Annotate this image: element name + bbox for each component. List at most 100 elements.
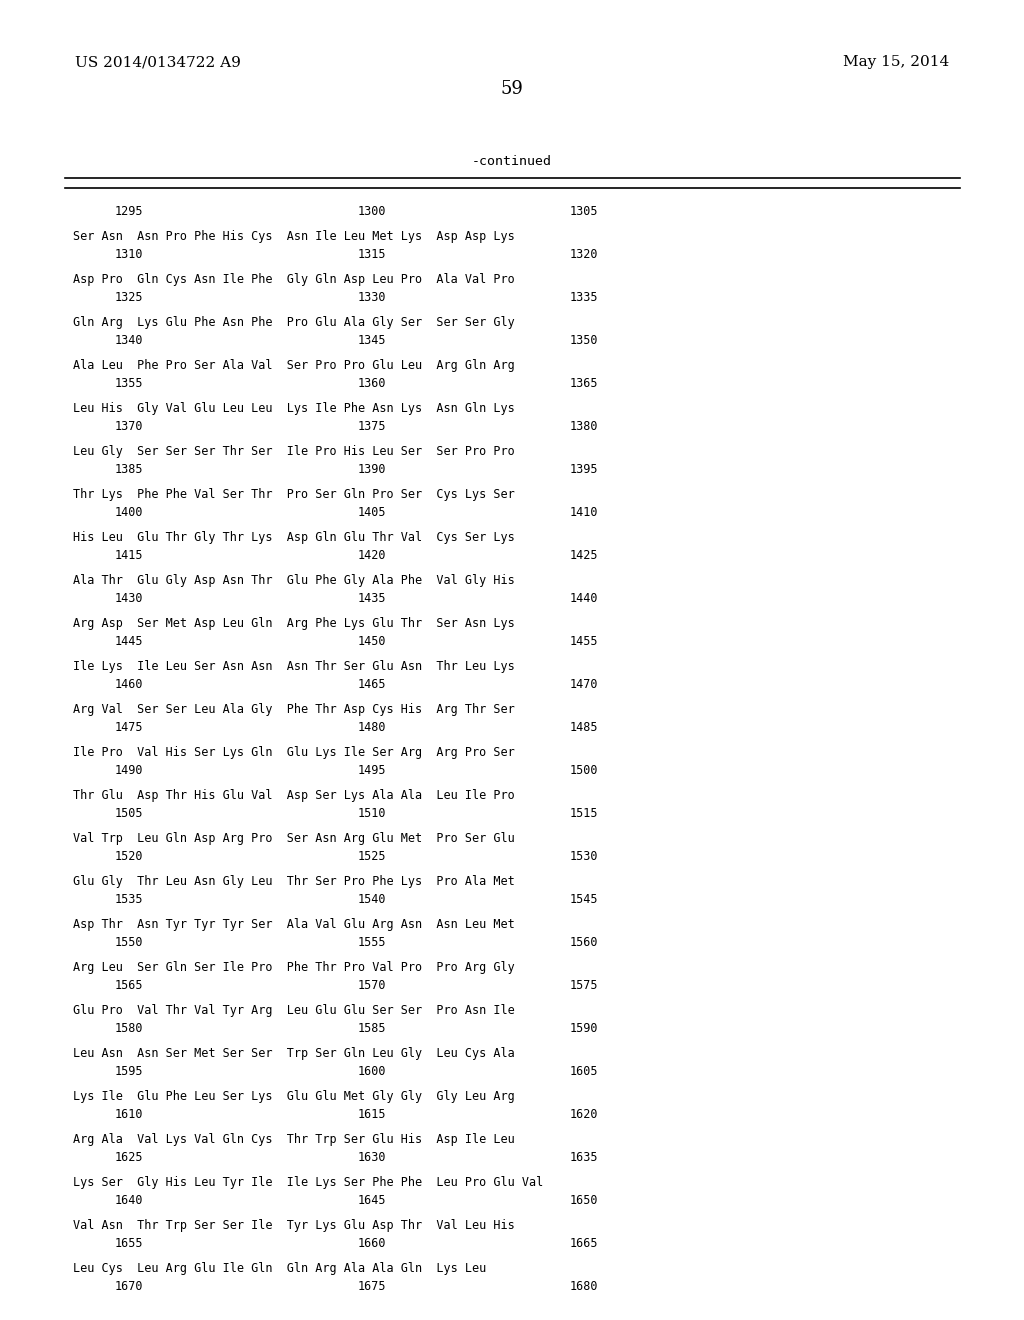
Text: 1305: 1305 [570, 205, 598, 218]
Text: 1410: 1410 [570, 506, 598, 519]
Text: 1300: 1300 [358, 205, 386, 218]
Text: 1400: 1400 [115, 506, 143, 519]
Text: 1535: 1535 [115, 894, 143, 906]
Text: 1405: 1405 [358, 506, 386, 519]
Text: 1325: 1325 [115, 290, 143, 304]
Text: 1510: 1510 [358, 807, 386, 820]
Text: 1420: 1420 [358, 549, 386, 562]
Text: 1430: 1430 [115, 591, 143, 605]
Text: 1580: 1580 [115, 1022, 143, 1035]
Text: 1555: 1555 [358, 936, 386, 949]
Text: 1560: 1560 [570, 936, 598, 949]
Text: Ser Asn  Asn Pro Phe His Cys  Asn Ile Leu Met Lys  Asp Asp Lys: Ser Asn Asn Pro Phe His Cys Asn Ile Leu … [73, 230, 515, 243]
Text: 1315: 1315 [358, 248, 386, 261]
Text: 1435: 1435 [358, 591, 386, 605]
Text: 1345: 1345 [358, 334, 386, 347]
Text: 1440: 1440 [570, 591, 598, 605]
Text: 1320: 1320 [570, 248, 598, 261]
Text: 1585: 1585 [358, 1022, 386, 1035]
Text: 59: 59 [501, 81, 523, 98]
Text: 1390: 1390 [358, 463, 386, 477]
Text: 1550: 1550 [115, 936, 143, 949]
Text: 1590: 1590 [570, 1022, 598, 1035]
Text: Ala Leu  Phe Pro Ser Ala Val  Ser Pro Pro Glu Leu  Arg Gln Arg: Ala Leu Phe Pro Ser Ala Val Ser Pro Pro … [73, 359, 515, 372]
Text: Asp Thr  Asn Tyr Tyr Tyr Ser  Ala Val Glu Arg Asn  Asn Leu Met: Asp Thr Asn Tyr Tyr Tyr Ser Ala Val Glu … [73, 917, 515, 931]
Text: 1570: 1570 [358, 979, 386, 993]
Text: Gln Arg  Lys Glu Phe Asn Phe  Pro Glu Ala Gly Ser  Ser Ser Gly: Gln Arg Lys Glu Phe Asn Phe Pro Glu Ala … [73, 315, 515, 329]
Text: Ile Pro  Val His Ser Lys Gln  Glu Lys Ile Ser Arg  Arg Pro Ser: Ile Pro Val His Ser Lys Gln Glu Lys Ile … [73, 746, 515, 759]
Text: Lys Ile  Glu Phe Leu Ser Lys  Glu Glu Met Gly Gly  Gly Leu Arg: Lys Ile Glu Phe Leu Ser Lys Glu Glu Met … [73, 1090, 515, 1104]
Text: 1495: 1495 [358, 764, 386, 777]
Text: His Leu  Glu Thr Gly Thr Lys  Asp Gln Glu Thr Val  Cys Ser Lys: His Leu Glu Thr Gly Thr Lys Asp Gln Glu … [73, 531, 515, 544]
Text: 1500: 1500 [570, 764, 598, 777]
Text: 1515: 1515 [570, 807, 598, 820]
Text: 1445: 1445 [115, 635, 143, 648]
Text: 1540: 1540 [358, 894, 386, 906]
Text: 1455: 1455 [570, 635, 598, 648]
Text: 1670: 1670 [115, 1280, 143, 1294]
Text: Val Trp  Leu Gln Asp Arg Pro  Ser Asn Arg Glu Met  Pro Ser Glu: Val Trp Leu Gln Asp Arg Pro Ser Asn Arg … [73, 832, 515, 845]
Text: 1665: 1665 [570, 1237, 598, 1250]
Text: Arg Val  Ser Ser Leu Ala Gly  Phe Thr Asp Cys His  Arg Thr Ser: Arg Val Ser Ser Leu Ala Gly Phe Thr Asp … [73, 704, 515, 715]
Text: Leu Gly  Ser Ser Ser Thr Ser  Ile Pro His Leu Ser  Ser Pro Pro: Leu Gly Ser Ser Ser Thr Ser Ile Pro His … [73, 445, 515, 458]
Text: 1385: 1385 [115, 463, 143, 477]
Text: 1605: 1605 [570, 1065, 598, 1078]
Text: Leu Asn  Asn Ser Met Ser Ser  Trp Ser Gln Leu Gly  Leu Cys Ala: Leu Asn Asn Ser Met Ser Ser Trp Ser Gln … [73, 1047, 515, 1060]
Text: 1600: 1600 [358, 1065, 386, 1078]
Text: 1610: 1610 [115, 1107, 143, 1121]
Text: 1470: 1470 [570, 678, 598, 690]
Text: 1365: 1365 [570, 378, 598, 389]
Text: 1295: 1295 [115, 205, 143, 218]
Text: 1640: 1640 [115, 1195, 143, 1206]
Text: Arg Leu  Ser Gln Ser Ile Pro  Phe Thr Pro Val Pro  Pro Arg Gly: Arg Leu Ser Gln Ser Ile Pro Phe Thr Pro … [73, 961, 515, 974]
Text: 1480: 1480 [358, 721, 386, 734]
Text: Ile Lys  Ile Leu Ser Asn Asn  Asn Thr Ser Glu Asn  Thr Leu Lys: Ile Lys Ile Leu Ser Asn Asn Asn Thr Ser … [73, 660, 515, 673]
Text: US 2014/0134722 A9: US 2014/0134722 A9 [75, 55, 241, 69]
Text: 1620: 1620 [570, 1107, 598, 1121]
Text: 1425: 1425 [570, 549, 598, 562]
Text: 1680: 1680 [570, 1280, 598, 1294]
Text: 1565: 1565 [115, 979, 143, 993]
Text: Leu His  Gly Val Glu Leu Leu  Lys Ile Phe Asn Lys  Asn Gln Lys: Leu His Gly Val Glu Leu Leu Lys Ile Phe … [73, 403, 515, 414]
Text: 1370: 1370 [115, 420, 143, 433]
Text: Leu Cys  Leu Arg Glu Ile Gln  Gln Arg Ala Ala Gln  Lys Leu: Leu Cys Leu Arg Glu Ile Gln Gln Arg Ala … [73, 1262, 486, 1275]
Text: 1615: 1615 [358, 1107, 386, 1121]
Text: 1655: 1655 [115, 1237, 143, 1250]
Text: 1460: 1460 [115, 678, 143, 690]
Text: 1635: 1635 [570, 1151, 598, 1164]
Text: Ala Thr  Glu Gly Asp Asn Thr  Glu Phe Gly Ala Phe  Val Gly His: Ala Thr Glu Gly Asp Asn Thr Glu Phe Gly … [73, 574, 515, 587]
Text: Thr Lys  Phe Phe Val Ser Thr  Pro Ser Gln Pro Ser  Cys Lys Ser: Thr Lys Phe Phe Val Ser Thr Pro Ser Gln … [73, 488, 515, 502]
Text: 1415: 1415 [115, 549, 143, 562]
Text: 1525: 1525 [358, 850, 386, 863]
Text: 1335: 1335 [570, 290, 598, 304]
Text: 1675: 1675 [358, 1280, 386, 1294]
Text: 1575: 1575 [570, 979, 598, 993]
Text: 1660: 1660 [358, 1237, 386, 1250]
Text: 1650: 1650 [570, 1195, 598, 1206]
Text: 1350: 1350 [570, 334, 598, 347]
Text: 1355: 1355 [115, 378, 143, 389]
Text: Arg Ala  Val Lys Val Gln Cys  Thr Trp Ser Glu His  Asp Ile Leu: Arg Ala Val Lys Val Gln Cys Thr Trp Ser … [73, 1133, 515, 1146]
Text: -continued: -continued [472, 154, 552, 168]
Text: 1595: 1595 [115, 1065, 143, 1078]
Text: 1530: 1530 [570, 850, 598, 863]
Text: 1645: 1645 [358, 1195, 386, 1206]
Text: Asp Pro  Gln Cys Asn Ile Phe  Gly Gln Asp Leu Pro  Ala Val Pro: Asp Pro Gln Cys Asn Ile Phe Gly Gln Asp … [73, 273, 515, 286]
Text: 1310: 1310 [115, 248, 143, 261]
Text: 1375: 1375 [358, 420, 386, 433]
Text: 1545: 1545 [570, 894, 598, 906]
Text: 1475: 1475 [115, 721, 143, 734]
Text: 1380: 1380 [570, 420, 598, 433]
Text: 1485: 1485 [570, 721, 598, 734]
Text: 1330: 1330 [358, 290, 386, 304]
Text: Glu Pro  Val Thr Val Tyr Arg  Leu Glu Glu Ser Ser  Pro Asn Ile: Glu Pro Val Thr Val Tyr Arg Leu Glu Glu … [73, 1005, 515, 1016]
Text: 1450: 1450 [358, 635, 386, 648]
Text: Lys Ser  Gly His Leu Tyr Ile  Ile Lys Ser Phe Phe  Leu Pro Glu Val: Lys Ser Gly His Leu Tyr Ile Ile Lys Ser … [73, 1176, 544, 1189]
Text: 1520: 1520 [115, 850, 143, 863]
Text: Glu Gly  Thr Leu Asn Gly Leu  Thr Ser Pro Phe Lys  Pro Ala Met: Glu Gly Thr Leu Asn Gly Leu Thr Ser Pro … [73, 875, 515, 888]
Text: 1625: 1625 [115, 1151, 143, 1164]
Text: 1505: 1505 [115, 807, 143, 820]
Text: May 15, 2014: May 15, 2014 [843, 55, 949, 69]
Text: 1340: 1340 [115, 334, 143, 347]
Text: Val Asn  Thr Trp Ser Ser Ile  Tyr Lys Glu Asp Thr  Val Leu His: Val Asn Thr Trp Ser Ser Ile Tyr Lys Glu … [73, 1218, 515, 1232]
